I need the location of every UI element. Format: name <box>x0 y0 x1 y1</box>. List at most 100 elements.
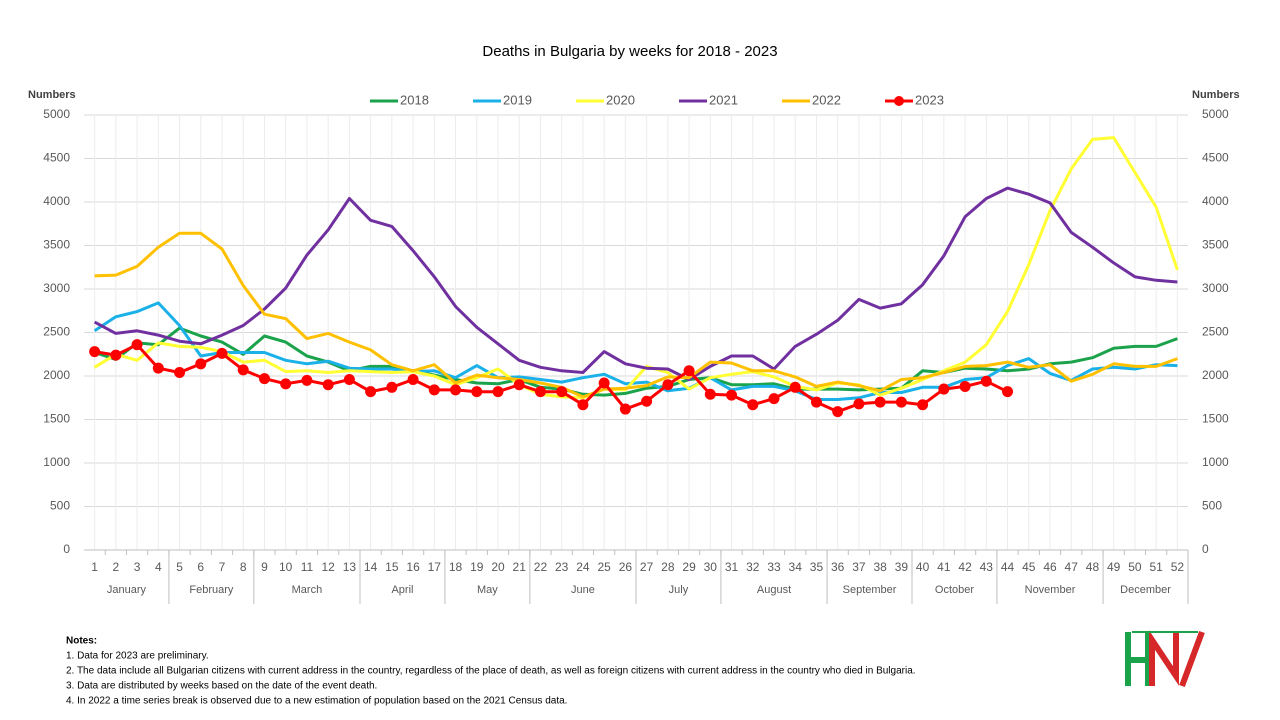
month-label: August <box>757 584 791 596</box>
y-axis-label: Numbers <box>28 89 76 101</box>
series-marker <box>471 386 483 398</box>
x-tick-label: 35 <box>810 560 824 574</box>
series-line <box>93 136 1179 400</box>
x-tick-label: 50 <box>1128 560 1142 574</box>
y2-tick-label: 0 <box>1202 542 1209 556</box>
series-marker <box>938 383 950 395</box>
y-tick-label: 2500 <box>43 325 70 339</box>
month-label: July <box>669 584 689 596</box>
y-tick-label: 4000 <box>43 194 70 208</box>
y2-tick-label: 2500 <box>1202 325 1229 339</box>
series-marker <box>450 384 462 396</box>
x-tick-label: 52 <box>1171 560 1185 574</box>
series-marker <box>747 399 759 411</box>
x-tick-label: 39 <box>895 560 909 574</box>
series-marker <box>874 396 886 408</box>
series-marker <box>577 399 589 411</box>
x-tick-label: 24 <box>576 560 590 574</box>
legend-label: 2019 <box>503 92 532 107</box>
x-tick-label: 26 <box>619 560 633 574</box>
x-tick-label: 22 <box>534 560 548 574</box>
x-tick-label: 47 <box>1065 560 1079 574</box>
series-marker <box>386 381 398 393</box>
series-marker <box>301 374 313 386</box>
series-marker <box>832 406 844 418</box>
series-marker <box>598 377 610 389</box>
x-tick-label: 32 <box>746 560 760 574</box>
x-tick-label: 41 <box>937 560 951 574</box>
series-marker <box>534 386 546 398</box>
legend-label: 2022 <box>812 92 841 107</box>
month-label: June <box>571 584 595 596</box>
month-label: February <box>189 584 234 596</box>
y2-tick-label: 500 <box>1202 499 1222 513</box>
x-tick-label: 49 <box>1107 560 1121 574</box>
series-line <box>93 186 1178 381</box>
y2-tick-label: 3000 <box>1202 281 1229 295</box>
month-label: April <box>391 584 413 596</box>
note: 3. Data are distributed by weeks based o… <box>66 681 377 692</box>
note: 2. The data include all Bulgarian citize… <box>66 666 916 677</box>
chart-title: Deaths in Bulgaria by weeks for 2018 - 2… <box>482 43 777 60</box>
legend-label: 2018 <box>400 92 429 107</box>
x-tick-label: 23 <box>555 560 569 574</box>
series-marker <box>895 396 907 408</box>
series-marker <box>280 378 292 390</box>
x-tick-label: 37 <box>852 560 866 574</box>
y2-tick-label: 1000 <box>1202 455 1229 469</box>
x-tick-label: 36 <box>831 560 845 574</box>
series-marker <box>1002 386 1014 398</box>
legend-label: 2021 <box>709 92 738 107</box>
x-tick-label: 2 <box>113 560 120 574</box>
y-tick-label: 500 <box>50 499 70 513</box>
x-tick-label: 1 <box>91 560 98 574</box>
month-label: October <box>935 584 974 596</box>
series-marker <box>322 379 334 391</box>
series-marker <box>959 380 971 392</box>
series-marker <box>237 364 249 376</box>
x-tick-label: 30 <box>704 560 718 574</box>
y2-axis-label: Numbers <box>1192 89 1240 101</box>
x-tick-label: 51 <box>1149 560 1163 574</box>
y2-tick-label: 2000 <box>1202 368 1229 382</box>
legend-label: 2023 <box>915 92 944 107</box>
x-tick-label: 4 <box>155 560 162 574</box>
x-tick-label: 6 <box>197 560 204 574</box>
x-tick-label: 10 <box>279 560 293 574</box>
x-tick-label: 28 <box>661 560 675 574</box>
x-tick-label: 46 <box>1043 560 1057 574</box>
series-marker <box>216 347 228 359</box>
series-marker <box>407 373 419 385</box>
month-label: November <box>1025 584 1076 596</box>
series-marker <box>619 403 631 415</box>
x-tick-label: 42 <box>958 560 972 574</box>
x-tick-label: 43 <box>980 560 994 574</box>
x-tick-label: 13 <box>343 560 357 574</box>
series-marker <box>726 389 738 401</box>
x-tick-label: 27 <box>640 560 654 574</box>
x-tick-label: 45 <box>1022 560 1036 574</box>
logo <box>1125 630 1205 688</box>
y-tick-label: 5000 <box>43 107 70 121</box>
series-line <box>93 301 1178 401</box>
x-tick-label: 7 <box>219 560 226 574</box>
y-tick-label: 1500 <box>43 412 70 426</box>
month-label: December <box>1120 584 1171 596</box>
y2-tick-label: 4500 <box>1202 151 1229 165</box>
x-tick-label: 40 <box>916 560 930 574</box>
x-tick-label: 38 <box>873 560 887 574</box>
series-line <box>94 326 1178 397</box>
series-marker <box>152 362 164 374</box>
series-marker <box>810 396 822 408</box>
note: 1. Data for 2023 are preliminary. <box>66 651 209 662</box>
series-marker <box>89 346 101 358</box>
x-tick-label: 12 <box>321 560 335 574</box>
series-marker <box>343 373 355 385</box>
x-tick-label: 18 <box>449 560 463 574</box>
x-tick-label: 17 <box>428 560 442 574</box>
x-tick-label: 21 <box>513 560 527 574</box>
y-tick-label: 0 <box>63 542 70 556</box>
series-marker <box>365 386 377 398</box>
y2-tick-label: 4000 <box>1202 194 1229 208</box>
